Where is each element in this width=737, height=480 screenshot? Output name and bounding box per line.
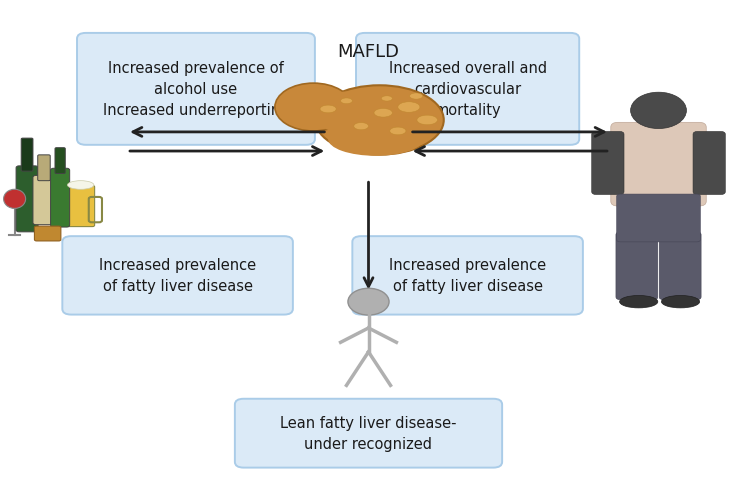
FancyBboxPatch shape [51, 169, 70, 228]
Ellipse shape [374, 109, 392, 118]
Circle shape [348, 288, 389, 315]
Ellipse shape [410, 94, 423, 100]
Ellipse shape [68, 181, 94, 190]
FancyBboxPatch shape [356, 34, 579, 145]
Text: Increased prevalence of
alcohol use
Increased underreporting: Increased prevalence of alcohol use Incr… [102, 61, 289, 118]
Circle shape [631, 93, 686, 129]
Ellipse shape [328, 123, 424, 156]
FancyBboxPatch shape [35, 227, 61, 241]
Text: Lean fatty liver disease-
under recognized: Lean fatty liver disease- under recogniz… [280, 415, 457, 451]
Ellipse shape [417, 116, 438, 125]
FancyBboxPatch shape [67, 186, 94, 227]
Ellipse shape [354, 123, 368, 131]
FancyBboxPatch shape [592, 132, 624, 195]
Text: Increased prevalence
of fatty liver disease: Increased prevalence of fatty liver dise… [389, 258, 546, 294]
FancyBboxPatch shape [21, 139, 33, 172]
Ellipse shape [390, 128, 406, 135]
FancyBboxPatch shape [235, 399, 502, 468]
FancyBboxPatch shape [617, 195, 700, 242]
FancyBboxPatch shape [63, 237, 293, 315]
FancyBboxPatch shape [38, 156, 50, 181]
FancyBboxPatch shape [352, 237, 583, 315]
Ellipse shape [315, 86, 444, 156]
FancyBboxPatch shape [616, 232, 658, 300]
FancyBboxPatch shape [55, 148, 66, 174]
Text: Increased overall and
cardiovascular
mortality: Increased overall and cardiovascular mor… [388, 61, 547, 118]
Ellipse shape [320, 106, 336, 114]
FancyBboxPatch shape [33, 176, 55, 225]
Ellipse shape [661, 296, 699, 308]
Ellipse shape [620, 296, 658, 308]
Ellipse shape [340, 99, 352, 105]
Ellipse shape [381, 96, 392, 102]
FancyBboxPatch shape [611, 123, 706, 206]
FancyBboxPatch shape [77, 34, 315, 145]
FancyBboxPatch shape [693, 132, 725, 195]
Ellipse shape [398, 103, 420, 113]
Text: Increased prevalence
of fatty liver disease: Increased prevalence of fatty liver dise… [99, 258, 256, 294]
FancyBboxPatch shape [660, 232, 701, 300]
Ellipse shape [4, 190, 26, 209]
Ellipse shape [275, 84, 352, 132]
Text: MAFLD: MAFLD [338, 43, 399, 60]
Ellipse shape [313, 92, 387, 135]
FancyBboxPatch shape [16, 167, 38, 232]
